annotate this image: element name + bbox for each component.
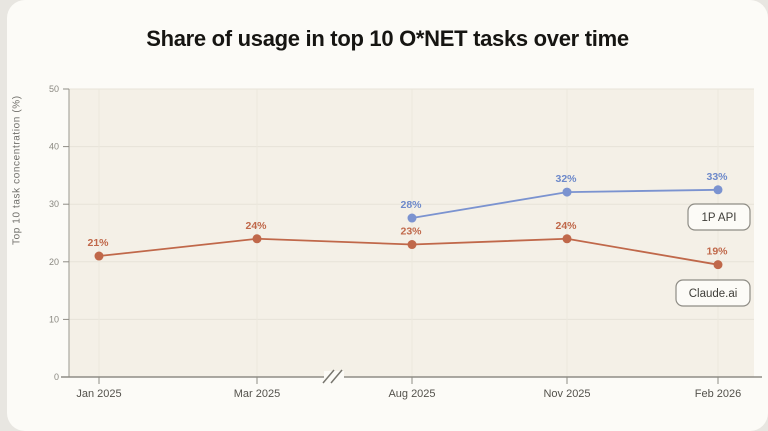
data-point-label: 21% bbox=[87, 237, 109, 249]
x-tick-label: Feb 2026 bbox=[695, 388, 741, 400]
y-tick-label: 10 bbox=[49, 314, 59, 324]
data-point-label: 33% bbox=[706, 171, 728, 183]
data-point-label: 24% bbox=[555, 220, 577, 232]
axis-break-slash bbox=[322, 369, 335, 384]
data-point bbox=[94, 251, 104, 261]
x-tick-label: Nov 2025 bbox=[543, 388, 590, 400]
data-point bbox=[562, 187, 572, 197]
series-badge-label: Claude.ai bbox=[689, 288, 738, 300]
x-tick-label: Jan 2025 bbox=[76, 388, 121, 400]
data-point-label: 19% bbox=[706, 246, 728, 258]
data-point bbox=[252, 234, 262, 244]
data-point bbox=[562, 234, 572, 244]
data-point-label: 23% bbox=[400, 226, 422, 238]
chart-card: Share of usage in top 10 O*NET tasks ove… bbox=[7, 0, 768, 431]
axis-break-slash bbox=[330, 369, 343, 384]
data-point bbox=[407, 213, 417, 223]
data-point bbox=[713, 185, 723, 195]
chart-title: Share of usage in top 10 O*NET tasks ove… bbox=[146, 26, 629, 51]
y-tick-label: 20 bbox=[49, 257, 59, 267]
series-badge bbox=[675, 279, 751, 307]
x-tick-label: Mar 2025 bbox=[234, 388, 280, 400]
y-tick-label: 40 bbox=[49, 142, 59, 152]
series-badge-label: 1P API bbox=[702, 212, 737, 224]
x-tick-label: Aug 2025 bbox=[388, 388, 435, 400]
axis-break-gap bbox=[324, 371, 344, 383]
data-point bbox=[407, 240, 417, 250]
y-tick-label: 50 bbox=[49, 84, 59, 94]
series-badge bbox=[687, 203, 751, 231]
line-chart: 0 10 20 30 40 50 Jan 2025 Mar 2025 Aug 2025 Nov 2… bbox=[49, 84, 762, 400]
data-point-label: 28% bbox=[400, 199, 422, 211]
data-point-label: 24% bbox=[245, 220, 267, 232]
y-tick-label: 30 bbox=[49, 199, 59, 209]
data-point bbox=[713, 260, 723, 270]
data-point-label: 32% bbox=[555, 173, 577, 185]
y-tick-label: 0 bbox=[54, 372, 59, 382]
